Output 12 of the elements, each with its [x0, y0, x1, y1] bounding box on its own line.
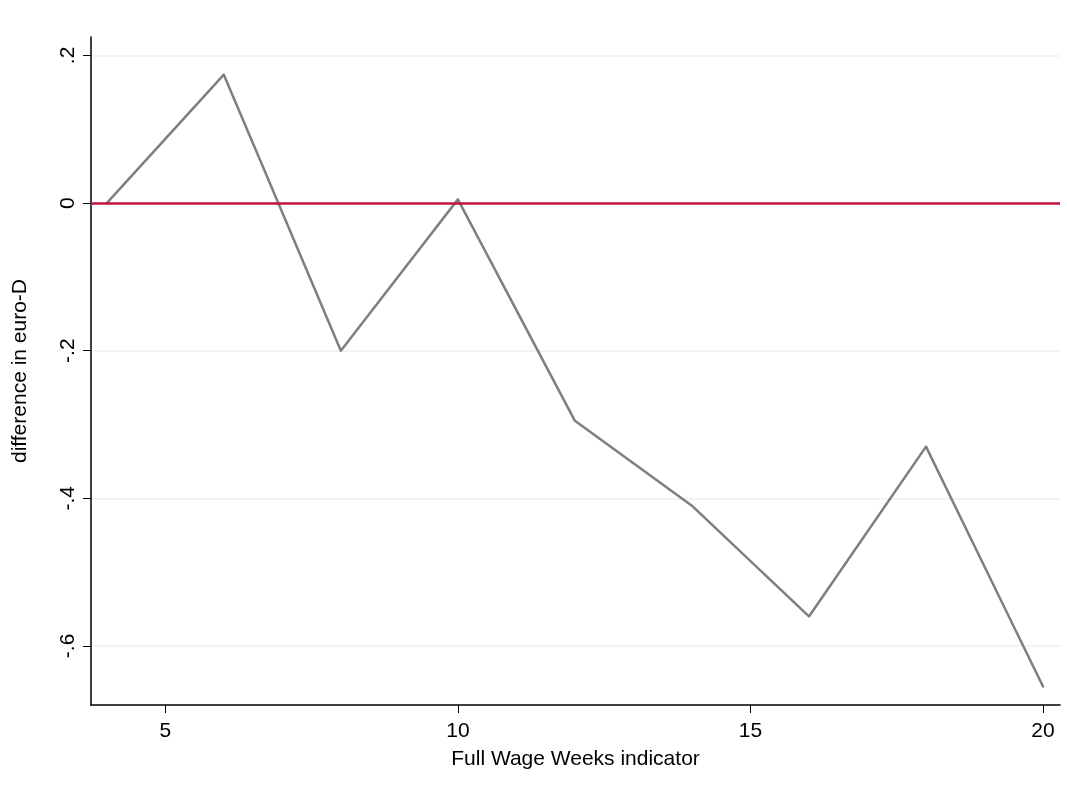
x-tick-label: 10: [446, 718, 470, 741]
y-tick-label: -.2: [55, 338, 78, 363]
y-tick-label: -.6: [55, 633, 78, 659]
y-tick-label: .2: [55, 46, 78, 65]
y-axis-title: difference in euro-D: [7, 278, 30, 464]
x-tick-label: 15: [738, 718, 763, 741]
x-tick-label: 5: [159, 718, 172, 741]
y-tick-label: 0: [55, 197, 78, 209]
x-axis-title: Full Wage Weeks indicator: [451, 746, 700, 769]
x-tick-label: 20: [1031, 718, 1055, 741]
line-series: [105, 73, 1045, 688]
y-tick-label: -.4: [55, 485, 78, 511]
